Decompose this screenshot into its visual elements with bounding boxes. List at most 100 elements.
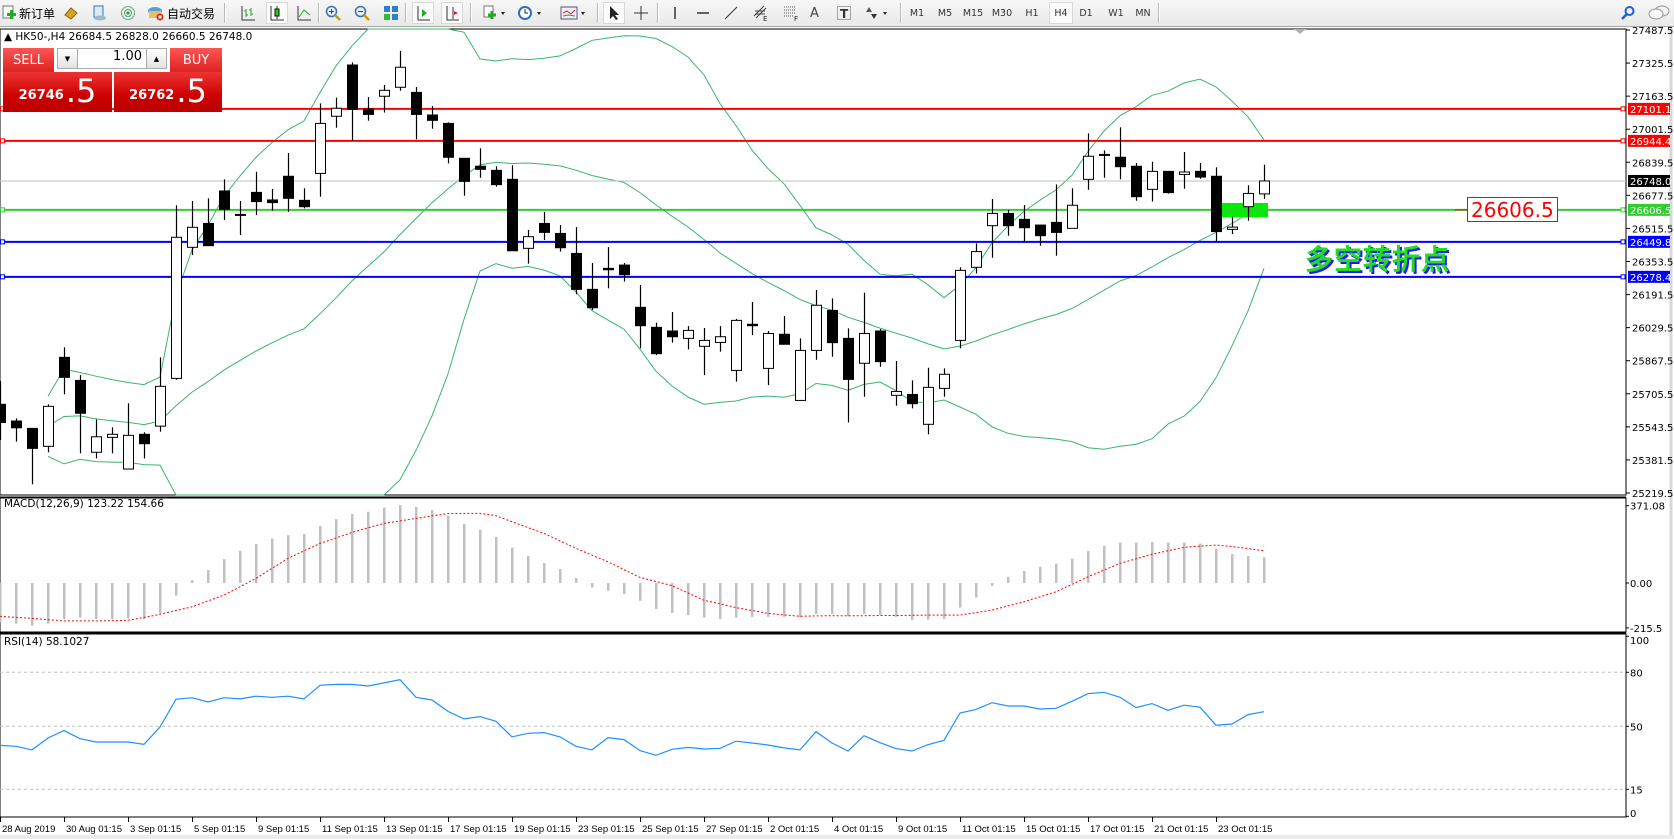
period-m15[interactable]: M15 — [962, 7, 984, 19]
sell-button[interactable]: SELL — [3, 48, 54, 72]
chat-button[interactable] — [1648, 2, 1670, 24]
crosshair-button[interactable] — [633, 2, 649, 24]
svg-text:F: F — [794, 15, 798, 22]
price-tick-label: 25219.5 — [1632, 489, 1673, 500]
candle-bullish — [523, 236, 534, 249]
level-anchor-right — [1620, 274, 1626, 280]
vertical-line-button[interactable] — [667, 2, 683, 24]
chart-shift-button[interactable] — [412, 2, 434, 24]
arrows-button[interactable] — [862, 2, 890, 24]
period-d1[interactable]: D1 — [1079, 7, 1093, 19]
indicators-button[interactable] — [482, 2, 506, 24]
text-label-glyph: T — [840, 7, 849, 21]
rsi-tick-label: 15 — [1630, 785, 1643, 796]
data-window-icon — [93, 5, 106, 21]
candle-bearish — [555, 232, 566, 249]
candle-bearish — [619, 264, 630, 276]
candlestick-button[interactable] — [266, 2, 288, 24]
chat-icon — [1648, 5, 1670, 20]
period-m5[interactable]: M5 — [937, 7, 953, 19]
zoom-in-button[interactable] — [325, 2, 341, 24]
macd-histogram-bar — [815, 583, 818, 615]
line-chart-button[interactable] — [296, 2, 312, 24]
cursor-button[interactable] — [603, 2, 625, 24]
indicators-icon — [483, 5, 505, 19]
candle-bullish — [699, 339, 710, 347]
rsi-tick-label: 0 — [1630, 809, 1636, 820]
macd-histogram-bar — [1231, 554, 1234, 583]
time-tick-label: 9 Oct 01:15 — [898, 824, 947, 835]
candle-bearish — [1211, 175, 1222, 233]
candle-bearish — [347, 64, 358, 110]
new-order-button[interactable]: 新订单 — [1, 2, 55, 24]
templates-button[interactable] — [560, 2, 588, 24]
level-price-label[interactable]: 26606.5 — [1467, 197, 1558, 222]
tile-windows-button[interactable] — [383, 2, 399, 24]
macd-histogram-bar — [383, 507, 386, 583]
macd-histogram-bar — [1199, 543, 1202, 583]
period-m30[interactable]: M30 — [991, 7, 1013, 19]
candle-bullish — [683, 329, 694, 339]
fibonacci-fan-icon: F — [784, 6, 798, 22]
cursor-icon — [610, 6, 619, 20]
time-tick-label: 19 Sep 01:15 — [514, 824, 571, 835]
bar-chart-button[interactable] — [240, 2, 256, 24]
candle-bullish — [987, 212, 998, 227]
period-w1[interactable]: W1 — [1108, 7, 1124, 19]
turning-point-annotation[interactable]: 多空转折点 — [1305, 243, 1451, 276]
period-mn[interactable]: MN — [1135, 7, 1151, 19]
macd-histogram-bar — [159, 583, 162, 614]
candle-bullish — [1227, 226, 1238, 230]
macd-histogram-bar — [1263, 557, 1266, 583]
navigator-button[interactable] — [120, 2, 136, 24]
data-window-button[interactable] — [91, 2, 107, 24]
rsi-line — [0, 679, 1265, 756]
auto-scroll-button[interactable] — [441, 2, 463, 24]
macd-histogram-bar — [1055, 563, 1058, 583]
candle-bullish — [1083, 155, 1094, 180]
period-h1[interactable]: H1 — [1025, 7, 1039, 19]
search-button[interactable] — [1620, 2, 1636, 24]
buy-button[interactable]: BUY — [170, 48, 222, 72]
candle-bearish — [139, 433, 150, 445]
zoom-out-button[interactable] — [354, 2, 370, 24]
toolbar-separator — [657, 3, 659, 23]
vertical-line-icon — [674, 7, 676, 19]
periods-button[interactable] — [517, 2, 543, 24]
time-tick-label: 13 Sep 01:15 — [386, 824, 443, 835]
trendline-button[interactable] — [723, 2, 739, 24]
sell-price-main: 26746 — [18, 88, 64, 103]
lot-size-input[interactable]: 1.00 — [78, 48, 146, 69]
horizontal-line-button[interactable] — [695, 2, 711, 24]
macd-histogram-bar — [735, 583, 738, 618]
text-label-button[interactable]: T — [836, 2, 852, 24]
candle-bearish — [251, 191, 262, 203]
period-h4[interactable]: H4 — [1049, 2, 1073, 24]
price-tick-label: 26677.5 — [1632, 191, 1673, 202]
macd-histogram-bar — [527, 555, 530, 583]
market-watch-button[interactable] — [63, 2, 79, 24]
candle-bullish — [1067, 204, 1078, 229]
candle-bearish — [827, 309, 838, 344]
macd-histogram-bar — [1039, 566, 1042, 583]
period-m1[interactable]: M1 — [909, 7, 925, 19]
lot-decrease-button[interactable]: ▼ — [57, 48, 78, 69]
chart-shift-icon — [417, 6, 430, 21]
price-tick-label: 26191.5 — [1632, 291, 1673, 302]
auto-trading-button[interactable]: 自动交易 — [147, 2, 215, 24]
candle-bullish — [123, 434, 134, 470]
fibonacci-fan-button[interactable]: F — [782, 2, 800, 24]
candle-bullish — [395, 66, 406, 88]
time-tick-label: 11 Sep 01:15 — [322, 824, 378, 835]
price-tick-label: 26839.5 — [1632, 158, 1673, 169]
candle-bullish — [763, 332, 774, 369]
time-tick-label: 21 Oct 01:15 — [1154, 824, 1208, 835]
text-tool-button[interactable]: A — [810, 2, 819, 24]
fibonacci-expansion-icon: E — [753, 5, 767, 22]
buy-price-button[interactable]: 26762 .5 — [114, 72, 222, 112]
sell-price-button[interactable]: 26746 .5 — [3, 72, 112, 112]
macd-histogram-bar — [1247, 555, 1250, 583]
lot-increase-button[interactable]: ▲ — [146, 48, 167, 69]
fibonacci-expansion-button[interactable]: E — [752, 2, 770, 24]
